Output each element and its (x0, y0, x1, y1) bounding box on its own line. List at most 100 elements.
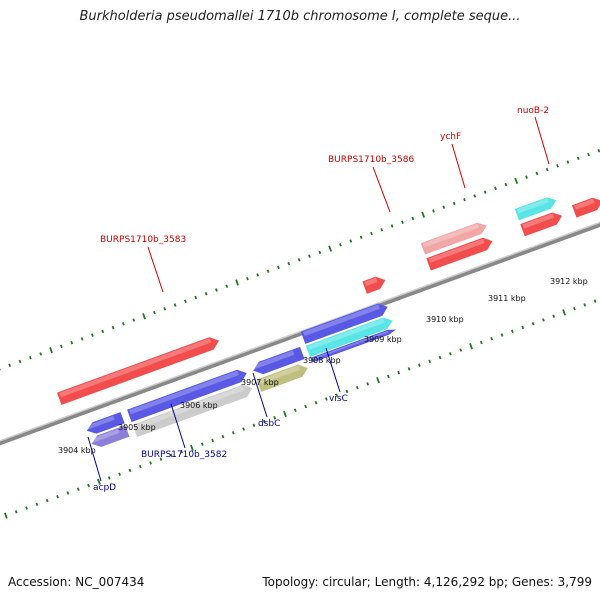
feature-layer (0, 149, 600, 519)
gene-acpd-body (91, 425, 130, 447)
gene-blue-right-shine (300, 303, 388, 344)
outer-tick (132, 318, 136, 322)
inner-tick (366, 382, 370, 386)
gene-red-after-ychf-body (426, 237, 493, 271)
outer-tick (18, 359, 22, 364)
outer-tick (122, 322, 125, 326)
gene-burps3583-shine (57, 337, 220, 405)
gene-blue-mid (253, 346, 305, 375)
inner-tick (87, 483, 90, 488)
gene-label-bottom-2: dsbC (258, 419, 280, 429)
inner-tick (345, 389, 349, 394)
inner-tick (118, 472, 121, 476)
tick-label-8: 3912 kbp (550, 277, 588, 286)
inner-tick (500, 333, 504, 337)
gene-blue-mid-shine (253, 346, 305, 375)
gene-visc-body (310, 329, 396, 363)
backbone-line (0, 174, 600, 486)
gene-blue-long-shine (127, 369, 247, 422)
gene-nuob2-red-body (520, 212, 563, 237)
gene-label-top-leader-1 (372, 166, 391, 213)
label-layer: 3904 kbp 3905 kbp 3906 kbp 3907 kbp 3908 kbp… (58, 106, 588, 493)
inner-tick (314, 401, 318, 405)
inner-tick (418, 363, 421, 367)
tick-label-0: 3904 kbp (58, 446, 96, 455)
outer-tick (359, 235, 363, 240)
inner-tick (190, 444, 194, 451)
gene-label-bottom-leader-1 (170, 403, 186, 449)
gene-acpd-blue-shine (86, 412, 125, 434)
gene-visc-cyan (305, 317, 393, 357)
gene-label-top-2: ychF (440, 132, 461, 142)
outer-tick (587, 152, 590, 157)
outer-tick (483, 190, 487, 194)
tick-label-2: 3906 kbp (180, 401, 218, 410)
inner-tick (211, 438, 214, 443)
gene-label-top-leader-3 (534, 116, 550, 165)
outer-tick (370, 231, 373, 236)
gene-red-right-body (571, 197, 600, 218)
gene-label-top-0: BURPS1710b_3583 (100, 235, 186, 245)
outer-tick (215, 288, 218, 292)
inner-tick (293, 408, 297, 412)
outer-tick (80, 337, 84, 341)
inner-tick (469, 343, 473, 350)
outer-tick (318, 250, 322, 255)
inner-tick (25, 506, 28, 510)
inner-tick (397, 370, 401, 375)
gene-nuob2-body (514, 197, 557, 221)
gene-small-red (362, 276, 386, 294)
gene-dsbc (256, 364, 308, 392)
gene-acpd-shine (91, 425, 130, 447)
inner-tick (480, 340, 483, 345)
backbone-highlight (0, 173, 600, 483)
gene-nuob2-red-gloss (522, 213, 555, 229)
gene-blue-right-gloss (303, 304, 380, 337)
gene-label-top-leader-2 (451, 143, 466, 189)
gene-visc-gloss (312, 330, 389, 360)
tick-label-7: 3911 kbp (488, 294, 526, 303)
genome-summary-text: Topology: circular; Length: 4,126,292 bp… (262, 575, 592, 589)
outer-tick (163, 307, 167, 311)
inner-tick (335, 393, 339, 397)
gene-label-bottom-3: visC (329, 394, 348, 404)
outer-tick (287, 261, 291, 266)
outer-tick (49, 347, 53, 354)
gene-visc-cyan-shine (305, 317, 393, 357)
outer-tick (535, 171, 539, 176)
outer-tick (153, 310, 156, 315)
gene-label-bottom-leader-3 (325, 347, 341, 393)
gene-visc-shine (310, 329, 396, 363)
inner-tick (324, 397, 328, 401)
gene-blue-long-body (127, 369, 247, 422)
inner-tick (438, 355, 442, 360)
gene-visc-cyan-body (305, 317, 393, 357)
outer-tick (494, 186, 497, 191)
outer-tick (504, 182, 508, 187)
inner-tick (66, 491, 70, 495)
inner-tick (76, 487, 80, 491)
gene-dsbc-gloss (258, 365, 300, 385)
inner-tick (45, 498, 49, 503)
tick-label-1: 3905 kbp (118, 423, 156, 432)
inner-tick (573, 306, 576, 311)
gene-nuob2-red (520, 212, 563, 237)
inner-tick (562, 309, 566, 316)
inner-tick (304, 404, 308, 409)
gene-label-top-3: nuoB-2 (517, 106, 549, 116)
gene-small-red-body (362, 276, 386, 294)
outer-tick (60, 344, 63, 349)
inner-tick (428, 359, 432, 364)
gene-label-bottom-leader-0 (87, 436, 102, 482)
outer-tick (29, 355, 32, 360)
inner-tick (231, 431, 235, 435)
outer-tick (204, 292, 208, 296)
outer-tick (91, 333, 94, 337)
gene-burps3582-shine (132, 384, 253, 438)
inner-tick (138, 464, 142, 469)
outer-tick (70, 340, 74, 345)
gene-burps3583 (57, 337, 220, 405)
outer-tick (111, 325, 115, 330)
gene-visc (310, 329, 396, 363)
